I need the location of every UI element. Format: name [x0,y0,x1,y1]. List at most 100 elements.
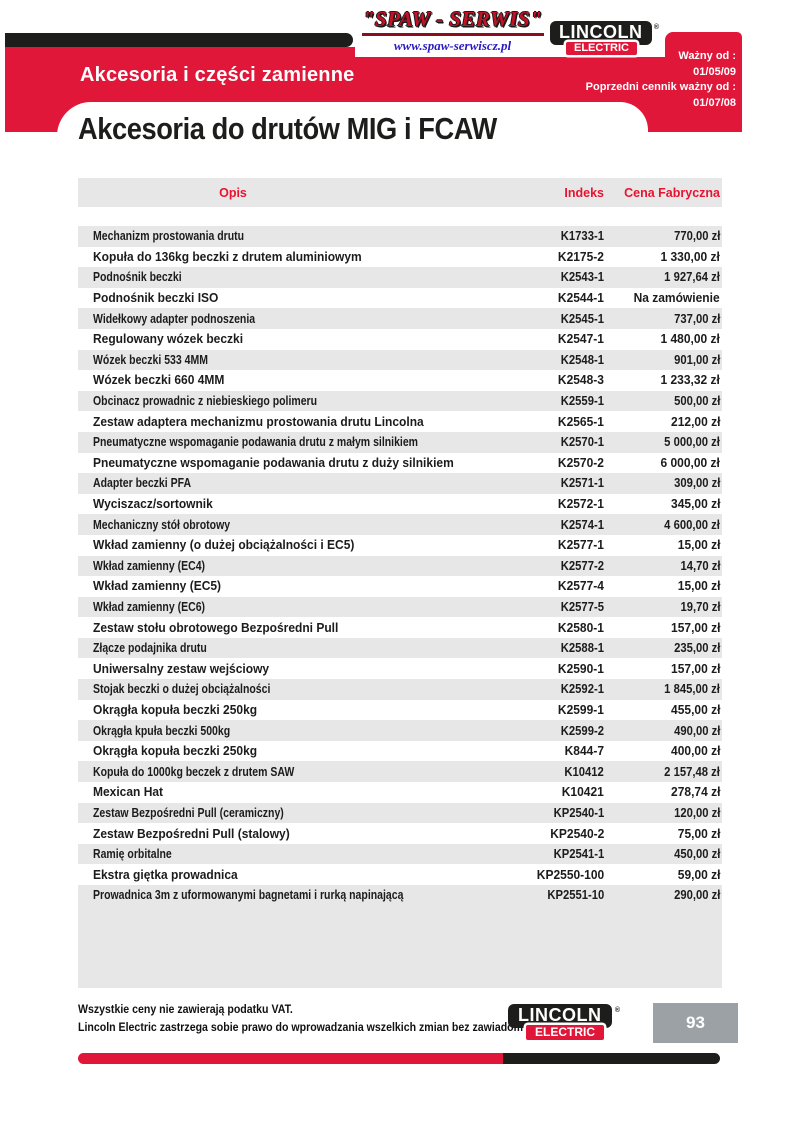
cell-index: K2577-1 [557,538,604,553]
cell-index: K2588-1 [560,641,604,656]
table-row: Okrągła kopuła beczki 250kg K2599-1 455,… [78,699,722,721]
table-row: Wkład zamienny (EC5) K2577-4 15,00 zł [78,576,722,597]
cell-price: 309,00 zł [673,476,720,491]
table-row: Widełkowy adapter podnoszenia K2545-1 73… [78,308,722,329]
previous-pricelist-date: 01/07/08 [693,96,736,109]
page-number-box: 93 [653,1003,738,1043]
cell-index: K2543-1 [560,270,604,285]
cell-description: Wkład zamienny (o dużej obciążalności i … [93,538,355,553]
spaw-serwis-wordmark: "SPAW - SERWIS" [362,7,543,31]
table-row: Kopuła do 1000kg beczek z drutem SAW K10… [78,761,722,783]
cell-price: 400,00 zł [670,744,720,759]
previous-pricelist-label: Poprzedni cennik ważny od : [585,81,736,93]
table-row: Kopuła do 136kg beczki z drutem aluminio… [78,246,722,268]
cell-price: 212,00 zł [670,414,720,429]
table-row: Wyciszacz/sortownik K2572-1 345,00 zł [78,493,722,515]
cell-price: 500,00 zł [673,394,720,409]
bottom-red-stripe [78,1053,503,1064]
page-number: 93 [686,1013,705,1032]
cell-index: K2599-2 [560,723,604,738]
spaw-serwis-underline [361,33,544,36]
cell-price: 75,00 zł [677,826,720,841]
cell-price: 278,74 zł [670,785,720,800]
table-row: Obcinacz prowadnic z niebieskiego polime… [78,390,722,412]
table-row: Wkład zamienny (EC6) K2577-5 19,70 zł [78,596,722,618]
table-row: Ekstra giętka prowadnica KP2550-100 59,0… [78,864,722,885]
top-black-bar [5,33,353,47]
page-title: Akcesoria do drutów MIG i FCAW [78,111,497,146]
cell-description: Zestaw Bezpośredni Pull (ceramiczny) [93,805,284,820]
table-row: Okrągła kpuła beczki 500kg K2599-2 490,0… [78,720,722,741]
cell-description: Wózek beczki 533 4MM [93,352,208,367]
content-rounded-corner [57,102,648,150]
cell-description: Zestaw adaptera mechanizmu prostowania d… [93,414,424,429]
cell-price: 455,00 zł [670,702,720,717]
cell-index: K844-7 [564,744,604,759]
cell-price: 737,00 zł [673,311,720,326]
cell-index: K10412 [564,764,604,779]
lincoln-electric-logo-footer: LINCOLN ® ELECTRIC [508,1004,620,1040]
cell-price: 1 927,64 zł [664,270,720,285]
cell-index: K2577-4 [557,579,604,594]
cell-description: Wkład zamienny (EC4) [93,558,206,573]
vat-note: Wszystkie ceny nie zawierają podatku VAT… [78,1004,293,1016]
cell-description: Obcinacz prowadnic z niebieskiego polime… [93,394,318,409]
electric-wordmark: ELECTRIC [566,42,637,55]
cell-description: Ramię orbitalne [93,847,172,862]
table-row: Pneumatyczne wspomaganie podawania drutu… [78,431,722,453]
table-row: Okrągła kopuła beczki 250kg K844-7 400,0… [78,740,722,762]
cell-description: Podnośnik beczki [93,270,182,285]
cell-index: K2577-5 [560,599,604,614]
cell-index: K2570-2 [557,455,604,470]
table-row: Mechaniczny stół obrotowy K2574-1 4 600,… [78,514,722,535]
cell-index: K2565-1 [557,414,604,429]
cell-price: 157,00 zł [670,661,720,676]
cell-index: K10421 [561,785,604,800]
cell-index: K2545-1 [560,311,604,326]
table-row: Zestaw stołu obrotowego Bezpośredni Pull… [78,617,722,638]
cell-price: 235,00 zł [673,641,720,656]
cell-price: 6 000,00 zł [660,455,720,470]
registered-trademark-icon-footer: ® [614,1007,621,1014]
spaw-serwis-logo: "SPAW - SERWIS" www.spaw-serwiscz.pl [355,0,550,57]
column-header-index: Indeks [564,185,604,200]
registered-trademark-icon: ® [653,24,660,31]
cell-description: Uniwersalny zestaw wejściowy [93,661,270,676]
table-row: Wózek beczki 533 4MM K2548-1 901,00 zł [78,349,722,371]
disclaimer-note: Lincoln Electric zastrzega sobie prawo d… [78,1022,551,1034]
cell-description: Zestaw stołu obrotowego Bezpośredni Pull [93,620,339,635]
valid-from-date: 01/05/09 [693,65,736,78]
valid-from-label: Ważny od : [678,50,736,62]
cell-index: K2572-1 [557,497,604,512]
cell-index: KP2551-10 [547,888,604,903]
cell-price: 770,00 zł [673,229,720,244]
column-header-price: Cena Fabryczna [624,185,720,200]
table-row: Uniwersalny zestaw wejściowy K2590-1 157… [78,658,722,680]
cell-index: K2559-1 [560,394,604,409]
cell-description: Złącze podajnika drutu [93,641,207,656]
cell-description: Prowadnica 3m z uformowanymi bagnetami i… [93,888,404,903]
electric-wordmark-footer: ELECTRIC [526,1025,604,1040]
cell-index: K2599-1 [557,702,604,717]
cell-description: Podnośnik beczki ISO [93,291,219,306]
cell-price: 5 000,00 zł [664,435,720,450]
cell-description: Okrągła kpuła beczki 500kg [93,723,231,738]
price-table: Opis Indeks Cena Fabryczna Mechanizm pro… [78,178,722,988]
cell-index: K2547-1 [557,332,604,347]
cell-index: KP2550-100 [536,867,604,882]
table-row: Stojak beczki o dużej obciążalności K259… [78,679,722,700]
cell-price: 19,70 zł [679,599,720,614]
column-header-description: Opis [219,185,247,200]
cell-index: K2544-1 [557,291,604,306]
cell-description: Pneumatyczne wspomaganie podawania drutu… [93,435,419,450]
cell-index: K2580-1 [557,620,604,635]
cell-description: Widełkowy adapter podnoszenia [93,311,256,326]
cell-description: Wózek beczki 660 4MM [93,373,225,388]
cell-description: Wyciszacz/sortownik [93,497,213,512]
table-row: Mexican Hat K10421 278,74 zł [78,782,722,803]
cell-description: Zestaw Bezpośredni Pull (stalowy) [93,826,290,841]
cell-description: Ekstra giętka prowadnica [93,867,238,882]
cell-index: K2592-1 [560,682,604,697]
table-footer-filler [78,905,722,988]
